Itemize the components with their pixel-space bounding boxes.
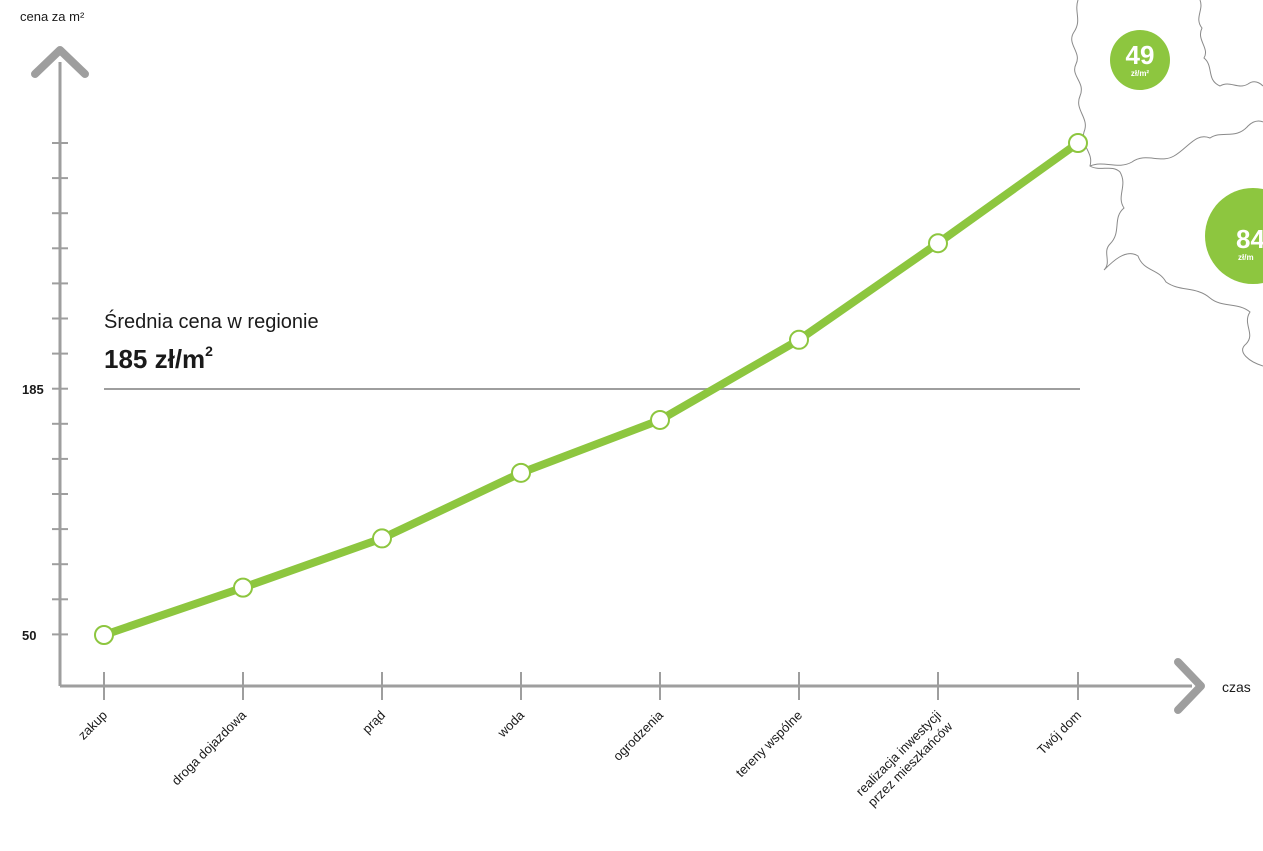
data-point xyxy=(233,577,253,598)
badge-value: 84 xyxy=(1236,224,1263,254)
data-point xyxy=(928,233,948,254)
x-tick-label: zakup xyxy=(75,708,110,743)
x-axis-arrow xyxy=(1174,658,1205,714)
x-tick-label: prąd xyxy=(359,708,388,737)
y-axis-ticks xyxy=(52,142,68,636)
series-line xyxy=(100,139,1082,639)
data-point xyxy=(94,625,114,645)
x-tick-label: droga dojazdowa xyxy=(168,707,249,788)
badge-unit: zł/m² xyxy=(1131,69,1150,78)
x-tick-label: Twój dom xyxy=(1034,708,1084,758)
x-axis-title: czas xyxy=(1222,679,1251,695)
badge-unit: zł/m xyxy=(1238,253,1254,262)
data-point xyxy=(1068,133,1088,153)
x-tick-label: woda xyxy=(494,707,528,741)
badge-circle xyxy=(1110,30,1170,90)
map-top-border xyxy=(1198,0,1263,87)
map-badge-84: 84 zł/m xyxy=(1205,188,1263,284)
data-point xyxy=(511,462,531,483)
region-map xyxy=(1071,0,1263,367)
y-tick-label: 50 xyxy=(22,628,36,643)
x-axis-ticks xyxy=(103,672,1079,700)
y-axis-arrow xyxy=(31,46,89,78)
badge-value: 49 xyxy=(1126,40,1155,70)
reference-label: Średnia cena w regionie xyxy=(104,309,319,333)
map-badge-49: 49 zł/m² xyxy=(1110,30,1170,90)
map-inner-border xyxy=(1089,120,1263,167)
axes xyxy=(31,46,1205,714)
data-markers xyxy=(94,133,1088,645)
reference-value-sup: 2 xyxy=(205,343,213,359)
x-tick-label: ogrodzenia xyxy=(610,707,667,764)
y-tick-label: 185 xyxy=(22,382,44,397)
x-tick-label: realizacja inwestycjiprzez mieszkańców xyxy=(853,707,956,810)
map-border-outline xyxy=(1071,0,1263,367)
data-point xyxy=(372,528,392,549)
y-tick-labels: 50 185 xyxy=(22,382,44,643)
data-point xyxy=(650,409,670,430)
y-axis-title: cena za m² xyxy=(20,9,85,24)
y-axis-title-text: cena za m² xyxy=(20,9,85,24)
badge-circle xyxy=(1205,188,1263,284)
x-tick-label: tereny wspólne xyxy=(733,708,805,780)
data-point xyxy=(789,329,809,350)
reference-value: 185 zł/m2 xyxy=(104,343,213,374)
reference-value-main: 185 zł/m xyxy=(104,344,205,374)
x-tick-labels: zakup droga dojazdowa prąd woda ogrodzenia te… xyxy=(75,707,1084,810)
